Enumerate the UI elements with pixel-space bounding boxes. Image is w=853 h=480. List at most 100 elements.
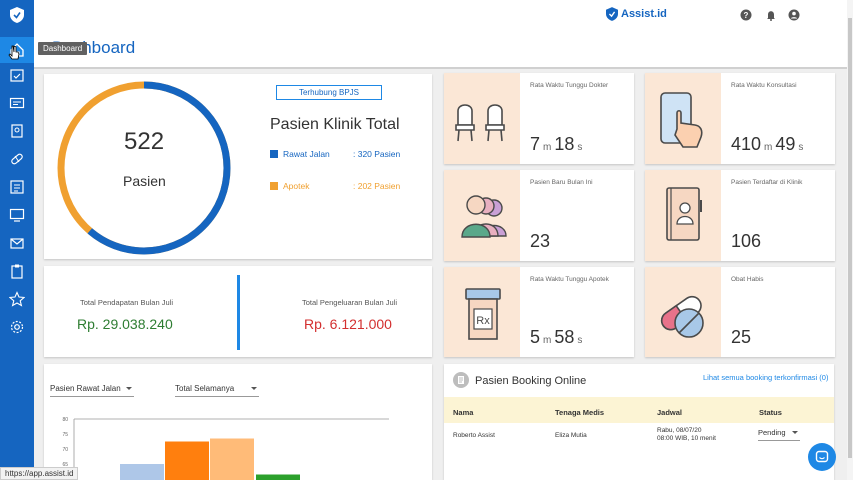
bar-1[interactable]	[165, 441, 209, 480]
stat-value-tunggu-dokter: 7 m 18 s	[530, 134, 585, 155]
legend-apotek-label: Apotek	[283, 181, 310, 191]
booking-confirmed-link[interactable]: Lihat semua booking terkonfirmasi (0)	[703, 373, 829, 382]
legend-rawat-jalan: Rawat Jalan	[270, 149, 330, 159]
col-header-tenaga-medis[interactable]: Tenaga Medis	[555, 408, 605, 417]
chevron-down-icon	[251, 387, 257, 390]
sidebar-item-mail[interactable]	[7, 233, 27, 253]
patients-group-icon	[461, 195, 507, 238]
sidebar-tooltip: Dashboard	[38, 42, 88, 55]
stat-image-pasien-baru	[444, 170, 520, 261]
booking-row-jadwal-date: Rabu, 08/07/20	[657, 427, 702, 434]
stat-image-terdaftar	[645, 170, 721, 261]
tunggu-apotek-minutes: 5	[530, 327, 541, 347]
help-icon[interactable]: ?	[740, 9, 752, 21]
col-header-status[interactable]: Status	[759, 408, 782, 417]
stat-label-pasien-baru: Pasien Baru Bulan Ini	[530, 179, 593, 186]
sidebar-item-monitor[interactable]	[7, 205, 27, 225]
legend-apotek-value: : 202 Pasien	[353, 181, 401, 191]
stat-image-tunggu-apotek: Rx	[444, 267, 520, 357]
sidebar-item-pharmacy[interactable]	[7, 149, 27, 169]
chevron-down-icon	[126, 387, 132, 390]
col-header-jadwal[interactable]: Jadwal	[657, 408, 683, 417]
booking-status-select[interactable]: Pending	[758, 428, 800, 441]
pills-icon	[660, 295, 704, 338]
period-select-value: Total Selamanya	[175, 384, 235, 393]
chevron-down-icon	[792, 431, 798, 434]
y-tick-label: 80	[62, 417, 68, 423]
y-tick-label: 65	[62, 462, 68, 468]
stat-label-terdaftar: Pasien Terdaftar di Klinik	[731, 179, 803, 186]
col-header-nama[interactable]: Nama	[453, 408, 474, 417]
pengeluaran-value: Rp. 6.121.000	[304, 316, 392, 332]
notification-bell-icon[interactable]	[765, 9, 777, 21]
calendar-check-icon	[10, 69, 24, 82]
patients-bar-chart: 80 75 70 65	[62, 417, 389, 480]
stat-value-pasien-baru: 23	[530, 231, 551, 251]
prescription-bottle-icon: Rx	[465, 288, 501, 340]
account-icon[interactable]	[788, 9, 800, 21]
svg-text:?: ?	[744, 11, 749, 20]
bar-0[interactable]	[120, 464, 164, 480]
stat-value-tunggu-apotek: 5 m 58 s	[530, 327, 585, 348]
tunggu-dokter-minutes: 7	[530, 134, 541, 154]
legend-swatch-apotek	[270, 182, 278, 190]
patient-donut-chart	[57, 81, 231, 255]
booking-row-jadwal-time: 08:00 WIB, 10 menit	[657, 435, 716, 442]
monitor-icon	[9, 208, 25, 222]
bar-3[interactable]	[256, 474, 300, 480]
browser-status-url: https://app.assist.id	[0, 467, 79, 480]
patient-type-select-value: Pasien Rawat Jalan	[50, 384, 121, 393]
tunggu-apotek-seconds-unit: s	[577, 335, 583, 346]
pill-icon	[11, 153, 23, 165]
konsultasi-minutes-unit: m	[764, 142, 773, 153]
sidebar-item-favorites[interactable]	[7, 289, 27, 309]
mouse-cursor-icon	[8, 45, 20, 60]
stat-image-konsultasi	[645, 73, 721, 164]
stat-value-terdaftar: 106	[731, 231, 762, 251]
bar-2[interactable]	[210, 438, 254, 480]
tunggu-dokter-seconds: 18	[554, 134, 575, 154]
brand[interactable]: Assist.id	[606, 7, 667, 21]
pendapatan-value: Rp. 29.038.240	[77, 316, 173, 332]
patient-total-value: 522	[124, 128, 165, 155]
stat-label-tunggu-dokter: Rata Waktu Tunggu Dokter	[530, 82, 609, 89]
patient-total-title: Pasien Klinik Total	[270, 116, 400, 133]
y-tick-label: 70	[62, 447, 68, 453]
page-scrollbar-thumb[interactable]	[848, 18, 852, 458]
tunggu-dokter-minutes-unit: m	[543, 142, 552, 153]
tunggu-dokter-seconds-unit: s	[577, 142, 583, 153]
pendapatan-label: Total Pendapatan Bulan Juli	[80, 298, 173, 307]
stat-image-tunggu-dokter	[444, 73, 520, 164]
bpjs-badge: Terhubung BPJS	[276, 85, 382, 100]
stat-label-tunggu-apotek: Rata Waktu Tunggu Apotek	[530, 276, 609, 283]
gear-icon	[10, 320, 24, 334]
phone-touch-icon	[660, 92, 703, 148]
sidebar-item-documents[interactable]	[7, 177, 27, 197]
mail-icon	[10, 238, 24, 249]
booking-table-header	[444, 397, 834, 423]
patient-type-select[interactable]: Pasien Rawat Jalan	[50, 384, 134, 397]
legend-rawat-jalan-label: Rawat Jalan	[283, 149, 330, 159]
sidebar-item-medical-record[interactable]	[7, 121, 27, 141]
logo-shield-icon[interactable]	[10, 7, 24, 23]
sidebar-item-checklist[interactable]	[7, 65, 27, 85]
brand-name: Assist.id	[621, 8, 667, 20]
patient-registry-icon	[666, 187, 702, 241]
brand-shield-icon	[606, 7, 618, 21]
booking-list-icon	[453, 372, 469, 388]
sidebar-item-id-card[interactable]	[7, 93, 27, 113]
revenue-divider	[237, 275, 240, 350]
stat-label-obat-habis: Obat Habis	[731, 276, 764, 283]
konsultasi-minutes: 410	[731, 134, 762, 154]
sidebar-item-settings[interactable]	[7, 317, 27, 337]
period-select[interactable]: Total Selamanya	[175, 384, 259, 397]
legend-swatch-rawat-jalan	[270, 150, 278, 158]
konsultasi-seconds-unit: s	[798, 142, 804, 153]
chat-button[interactable]	[808, 443, 836, 471]
waiting-chairs-icon	[455, 104, 505, 142]
donut-segment-rawat-jalan	[57, 81, 231, 255]
sidebar-item-clipboard[interactable]	[7, 261, 27, 281]
booking-status-value: Pending	[758, 428, 786, 437]
booking-row-tenaga: Eliza Mutia	[555, 432, 587, 439]
stat-value-obat-habis: 25	[731, 327, 752, 347]
